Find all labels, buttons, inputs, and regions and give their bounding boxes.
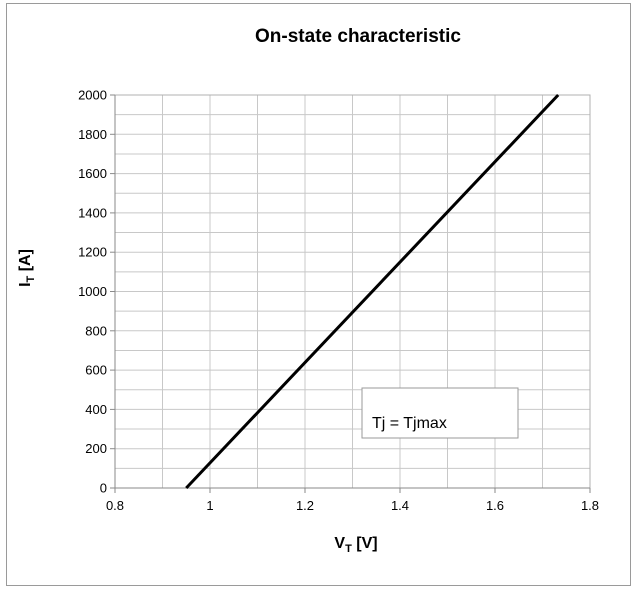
x-axis-label: VT [V] xyxy=(334,535,377,555)
series-line xyxy=(185,93,560,490)
y-tick-label: 1800 xyxy=(78,127,107,142)
x-tick-label: 0.8 xyxy=(106,498,124,513)
annotation-text: Tj = Tjmax xyxy=(372,415,447,432)
x-tick-label: 1.2 xyxy=(296,498,314,513)
x-tick-label: 1 xyxy=(206,498,213,513)
series xyxy=(185,93,560,490)
y-tick-label: 800 xyxy=(85,323,107,338)
y-tick-label: 1600 xyxy=(78,166,107,181)
y-tick-label: 2000 xyxy=(78,88,107,103)
y-axis-label: IT [A] xyxy=(17,249,37,287)
y-tick-label: 400 xyxy=(85,402,107,417)
chart-title: On-state characteristic xyxy=(255,26,461,47)
y-axis-ticks: 0 200 400 600 800 1000 1200 1400 1600 1800 2000 xyxy=(78,88,115,496)
y-tick-label: 0 xyxy=(100,481,107,496)
y-tick-label: 200 xyxy=(85,441,107,456)
chart-frame xyxy=(6,3,631,586)
x-tick-label: 1.8 xyxy=(581,498,599,513)
x-tick-label: 1.4 xyxy=(391,498,409,513)
y-tick-label: 1200 xyxy=(78,245,107,260)
annotation-box: Tj = Tjmax xyxy=(361,387,519,439)
x-tick-label: 1.6 xyxy=(486,498,504,513)
x-axis-ticks: 0.8 1 1.2 1.4 1.6 1.8 xyxy=(106,488,599,513)
y-tick-label: 1400 xyxy=(78,205,107,220)
y-tick-label: 1000 xyxy=(78,284,107,299)
grid xyxy=(114,94,591,489)
y-tick-label: 600 xyxy=(85,363,107,378)
